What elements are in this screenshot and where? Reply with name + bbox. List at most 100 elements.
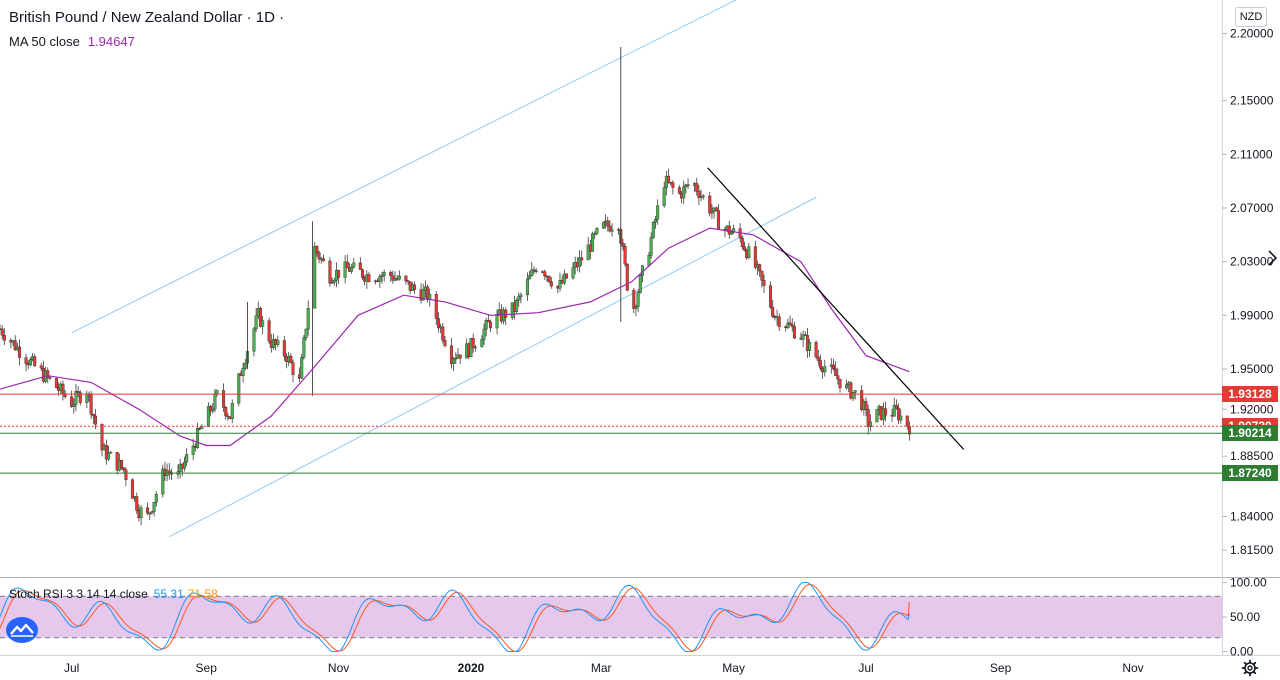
price-scale-handle-icon[interactable] <box>1266 248 1280 268</box>
ma50-line <box>0 227 910 447</box>
candle-body <box>332 280 336 283</box>
candle-body <box>54 378 58 389</box>
candle-body <box>289 355 293 363</box>
candle-body <box>406 280 410 283</box>
channel-upper-line <box>71 0 737 334</box>
ma-label: MA 50 close <box>9 34 80 49</box>
candle-body <box>864 401 868 410</box>
candle-body <box>636 292 640 307</box>
candle-body <box>211 408 215 412</box>
candle-body <box>777 316 781 327</box>
candle-body <box>884 408 888 416</box>
candle-body <box>543 271 547 277</box>
stoch-rsi-legend[interactable]: Stoch RSI 3 3 14 14 close 55.31 71.58 <box>9 587 218 601</box>
candle-body <box>530 269 534 276</box>
candle-body <box>727 225 731 235</box>
candle-body <box>894 405 898 409</box>
candle-body <box>771 306 775 317</box>
candle-body <box>623 246 627 265</box>
candle-body <box>313 246 317 309</box>
candle-body <box>2 335 6 341</box>
candle-body <box>321 258 325 262</box>
candle-body <box>224 407 228 417</box>
ma-legend[interactable]: MA 50 close 1.94647 <box>9 34 135 49</box>
candle-body <box>252 328 256 352</box>
y-tick-label: 2.20000 <box>1230 27 1274 41</box>
price-tag-support-1: 1.90214 <box>1222 425 1278 442</box>
candle-body <box>135 496 139 511</box>
candle-body <box>72 404 76 407</box>
candle-body <box>634 306 638 309</box>
y-tick-label: 1.92000 <box>1230 402 1274 416</box>
candle-body <box>337 269 341 278</box>
candle-body <box>816 356 820 361</box>
candle-body <box>818 360 822 369</box>
candle-body <box>215 390 219 394</box>
channel-lower-line <box>169 196 817 538</box>
candle-body <box>519 294 523 298</box>
stoch-rsi-label: Stoch RSI 3 3 14 14 close <box>9 587 148 601</box>
candle-body <box>788 322 792 325</box>
candle-body <box>237 373 241 404</box>
candle-body <box>482 328 486 340</box>
y-tick-label: 1.84000 <box>1230 510 1274 524</box>
x-tick-label: Jul <box>858 661 873 675</box>
candle-body <box>682 186 686 199</box>
x-tick-label: Sep <box>196 661 218 675</box>
candle-body <box>790 324 794 327</box>
candle-body <box>222 390 226 408</box>
candle-body <box>70 396 74 407</box>
candle-body <box>762 280 766 286</box>
candle-body <box>300 357 304 379</box>
candle-body <box>0 328 4 336</box>
candle-body <box>606 220 610 227</box>
candle-body <box>454 357 458 360</box>
candle-body <box>304 328 308 339</box>
candle-body <box>899 415 903 421</box>
candle-body <box>578 257 582 267</box>
candle-body <box>421 289 425 301</box>
tradingview-logo-icon[interactable] <box>6 617 38 643</box>
candle-body <box>823 366 827 373</box>
candle-body <box>686 184 690 186</box>
candle-body <box>586 244 590 261</box>
candle-body <box>209 406 213 412</box>
currency-button[interactable]: NZD <box>1235 7 1267 27</box>
candle-body <box>89 393 93 415</box>
stoch-y-tick-label: 50.00 <box>1230 610 1260 624</box>
candle-body <box>382 272 386 276</box>
candle-body <box>517 296 521 301</box>
candle-body <box>391 275 395 281</box>
candle-body <box>849 382 853 399</box>
candle-body <box>33 356 37 366</box>
candle-body <box>831 364 835 370</box>
candle-body <box>549 281 553 287</box>
ma-value: 1.94647 <box>87 34 135 49</box>
chart-title: British Pound / New Zealand Dollar · 1D … <box>9 9 285 26</box>
candle-body <box>161 468 165 495</box>
candle-body <box>130 479 134 499</box>
candle-body <box>441 326 445 341</box>
candle-body <box>104 444 108 460</box>
candle-body <box>875 409 879 423</box>
gear-icon[interactable] <box>1241 659 1259 677</box>
candle-body <box>139 507 143 519</box>
candle-body <box>591 233 595 252</box>
candle-body <box>282 340 286 357</box>
y-tick-label: 1.95000 <box>1230 362 1274 376</box>
candle-body <box>389 272 393 276</box>
stoch-band <box>0 596 1222 638</box>
candle-body <box>200 426 204 429</box>
candle-body <box>547 275 551 282</box>
candle-body <box>404 275 408 282</box>
x-tick-label: Nov <box>1122 661 1143 675</box>
candle-body <box>647 254 651 266</box>
candle-body <box>471 337 475 349</box>
candle-body <box>836 375 840 380</box>
candle-body <box>196 428 200 448</box>
candle-body <box>306 308 310 330</box>
candle-body <box>484 319 488 330</box>
candle-body <box>330 282 334 284</box>
